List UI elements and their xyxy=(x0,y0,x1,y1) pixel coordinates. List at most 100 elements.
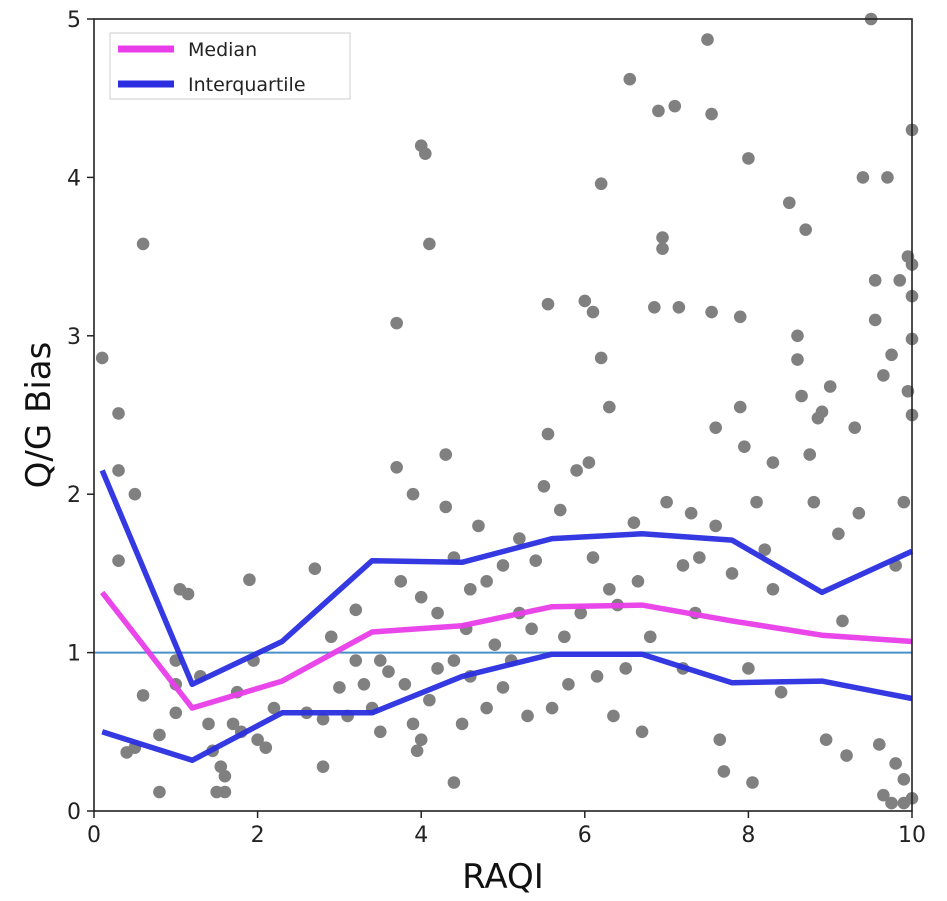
scatter-point xyxy=(488,638,502,651)
scatter-point xyxy=(885,796,898,810)
scatter-point xyxy=(153,728,166,742)
scatter-point xyxy=(856,171,870,184)
scatter-point xyxy=(607,709,620,723)
y-tick-label: 1 xyxy=(67,642,81,667)
scatter-point xyxy=(807,495,821,509)
x-tick-label: 2 xyxy=(251,823,265,848)
scatter-point xyxy=(410,744,424,758)
scatter-point xyxy=(746,776,759,789)
scatter-point xyxy=(643,630,657,644)
scatter-point xyxy=(570,464,583,477)
scatter-point xyxy=(774,685,788,699)
y-tick-label: 0 xyxy=(67,800,81,825)
scatter-point xyxy=(901,384,915,398)
interquartile-lower-line xyxy=(101,651,913,764)
y-tick-label: 4 xyxy=(67,166,81,191)
scatter-point xyxy=(382,665,395,678)
scatter-point xyxy=(545,701,559,715)
scatter-point xyxy=(316,760,330,773)
x-tick-label: 4 xyxy=(414,823,428,848)
legend: Median Interquartile xyxy=(109,32,351,100)
scatter-point xyxy=(648,300,661,314)
scatter-point xyxy=(439,448,453,461)
interquartile-upper-line xyxy=(99,469,914,688)
scatter-point xyxy=(684,506,698,520)
scatter-point xyxy=(868,274,882,287)
scatter-point xyxy=(750,495,763,509)
scatter-point xyxy=(586,305,600,319)
scatter-point xyxy=(758,543,772,556)
scatter-point xyxy=(349,603,363,617)
scatter-point xyxy=(738,440,751,453)
x-axis-title: RAQI xyxy=(462,857,544,897)
scatter-point xyxy=(112,464,125,477)
scatter-point xyxy=(713,733,727,747)
scatter-point xyxy=(112,407,125,420)
scatter-point xyxy=(586,551,600,564)
scatter-point xyxy=(423,237,436,251)
scatter-point xyxy=(832,527,845,541)
scatter-point xyxy=(668,99,682,113)
scatter-point xyxy=(868,313,882,327)
scatter-point xyxy=(333,681,346,694)
scatter-point xyxy=(705,107,718,121)
scatter-point xyxy=(496,559,510,572)
legend-box xyxy=(109,32,351,100)
scatter-point xyxy=(840,749,853,762)
scatter-point xyxy=(308,562,322,575)
scatter-point xyxy=(153,785,166,799)
legend-interquartile-label: Interquartile xyxy=(188,74,306,96)
scatter-point xyxy=(897,796,911,810)
scatter-point xyxy=(791,353,804,366)
scatter-point xyxy=(480,701,493,715)
scatter-point xyxy=(226,717,240,731)
scatter-point xyxy=(95,351,109,365)
scatter-point xyxy=(733,310,747,324)
scatter-point xyxy=(742,152,755,165)
scatter-point xyxy=(214,760,228,773)
scatter-point xyxy=(423,693,436,707)
scatter-point xyxy=(374,654,387,667)
scatter-point xyxy=(742,662,755,675)
scatter-point xyxy=(259,741,273,754)
scatter-point xyxy=(574,606,588,620)
scatter-point xyxy=(349,654,363,667)
axis-ticks: 0 2 4 6 8 10 0 1 2 3 4 5 xyxy=(67,8,926,848)
scatter-point xyxy=(525,622,538,636)
plot-area xyxy=(94,19,912,811)
scatter-point xyxy=(357,677,371,691)
scatter-point xyxy=(815,405,829,419)
scatter-point xyxy=(791,329,804,343)
scatter-point xyxy=(267,701,281,715)
scatter-point xyxy=(872,738,886,751)
scatter-point xyxy=(558,630,571,644)
scatter-point xyxy=(324,630,338,644)
scatter-point xyxy=(463,582,477,596)
scatter-point xyxy=(652,104,665,118)
scatter-point xyxy=(725,567,739,580)
scatter-point xyxy=(496,681,510,694)
scatter-point xyxy=(472,519,485,533)
scatter-point xyxy=(660,495,673,509)
scatter-point xyxy=(431,606,444,620)
scatter-point xyxy=(823,380,837,393)
scatter-point xyxy=(594,351,608,365)
scatter-point xyxy=(709,519,722,533)
scatter-point xyxy=(136,689,150,702)
scatter-point xyxy=(852,506,866,520)
scatter-point xyxy=(447,776,461,789)
scatter-point xyxy=(623,72,637,86)
scatter-point xyxy=(541,297,555,311)
scatter-point xyxy=(803,448,817,461)
scatter-point xyxy=(701,33,714,46)
scatter-point xyxy=(414,590,428,604)
scatter-point xyxy=(766,582,780,596)
scatter-point xyxy=(439,500,453,514)
scatter-point xyxy=(676,559,690,572)
scatter-point xyxy=(374,725,387,739)
scatter-point xyxy=(603,582,616,596)
scatter-point xyxy=(218,785,232,799)
scatter-point xyxy=(406,487,420,501)
scatter-point xyxy=(603,400,616,414)
